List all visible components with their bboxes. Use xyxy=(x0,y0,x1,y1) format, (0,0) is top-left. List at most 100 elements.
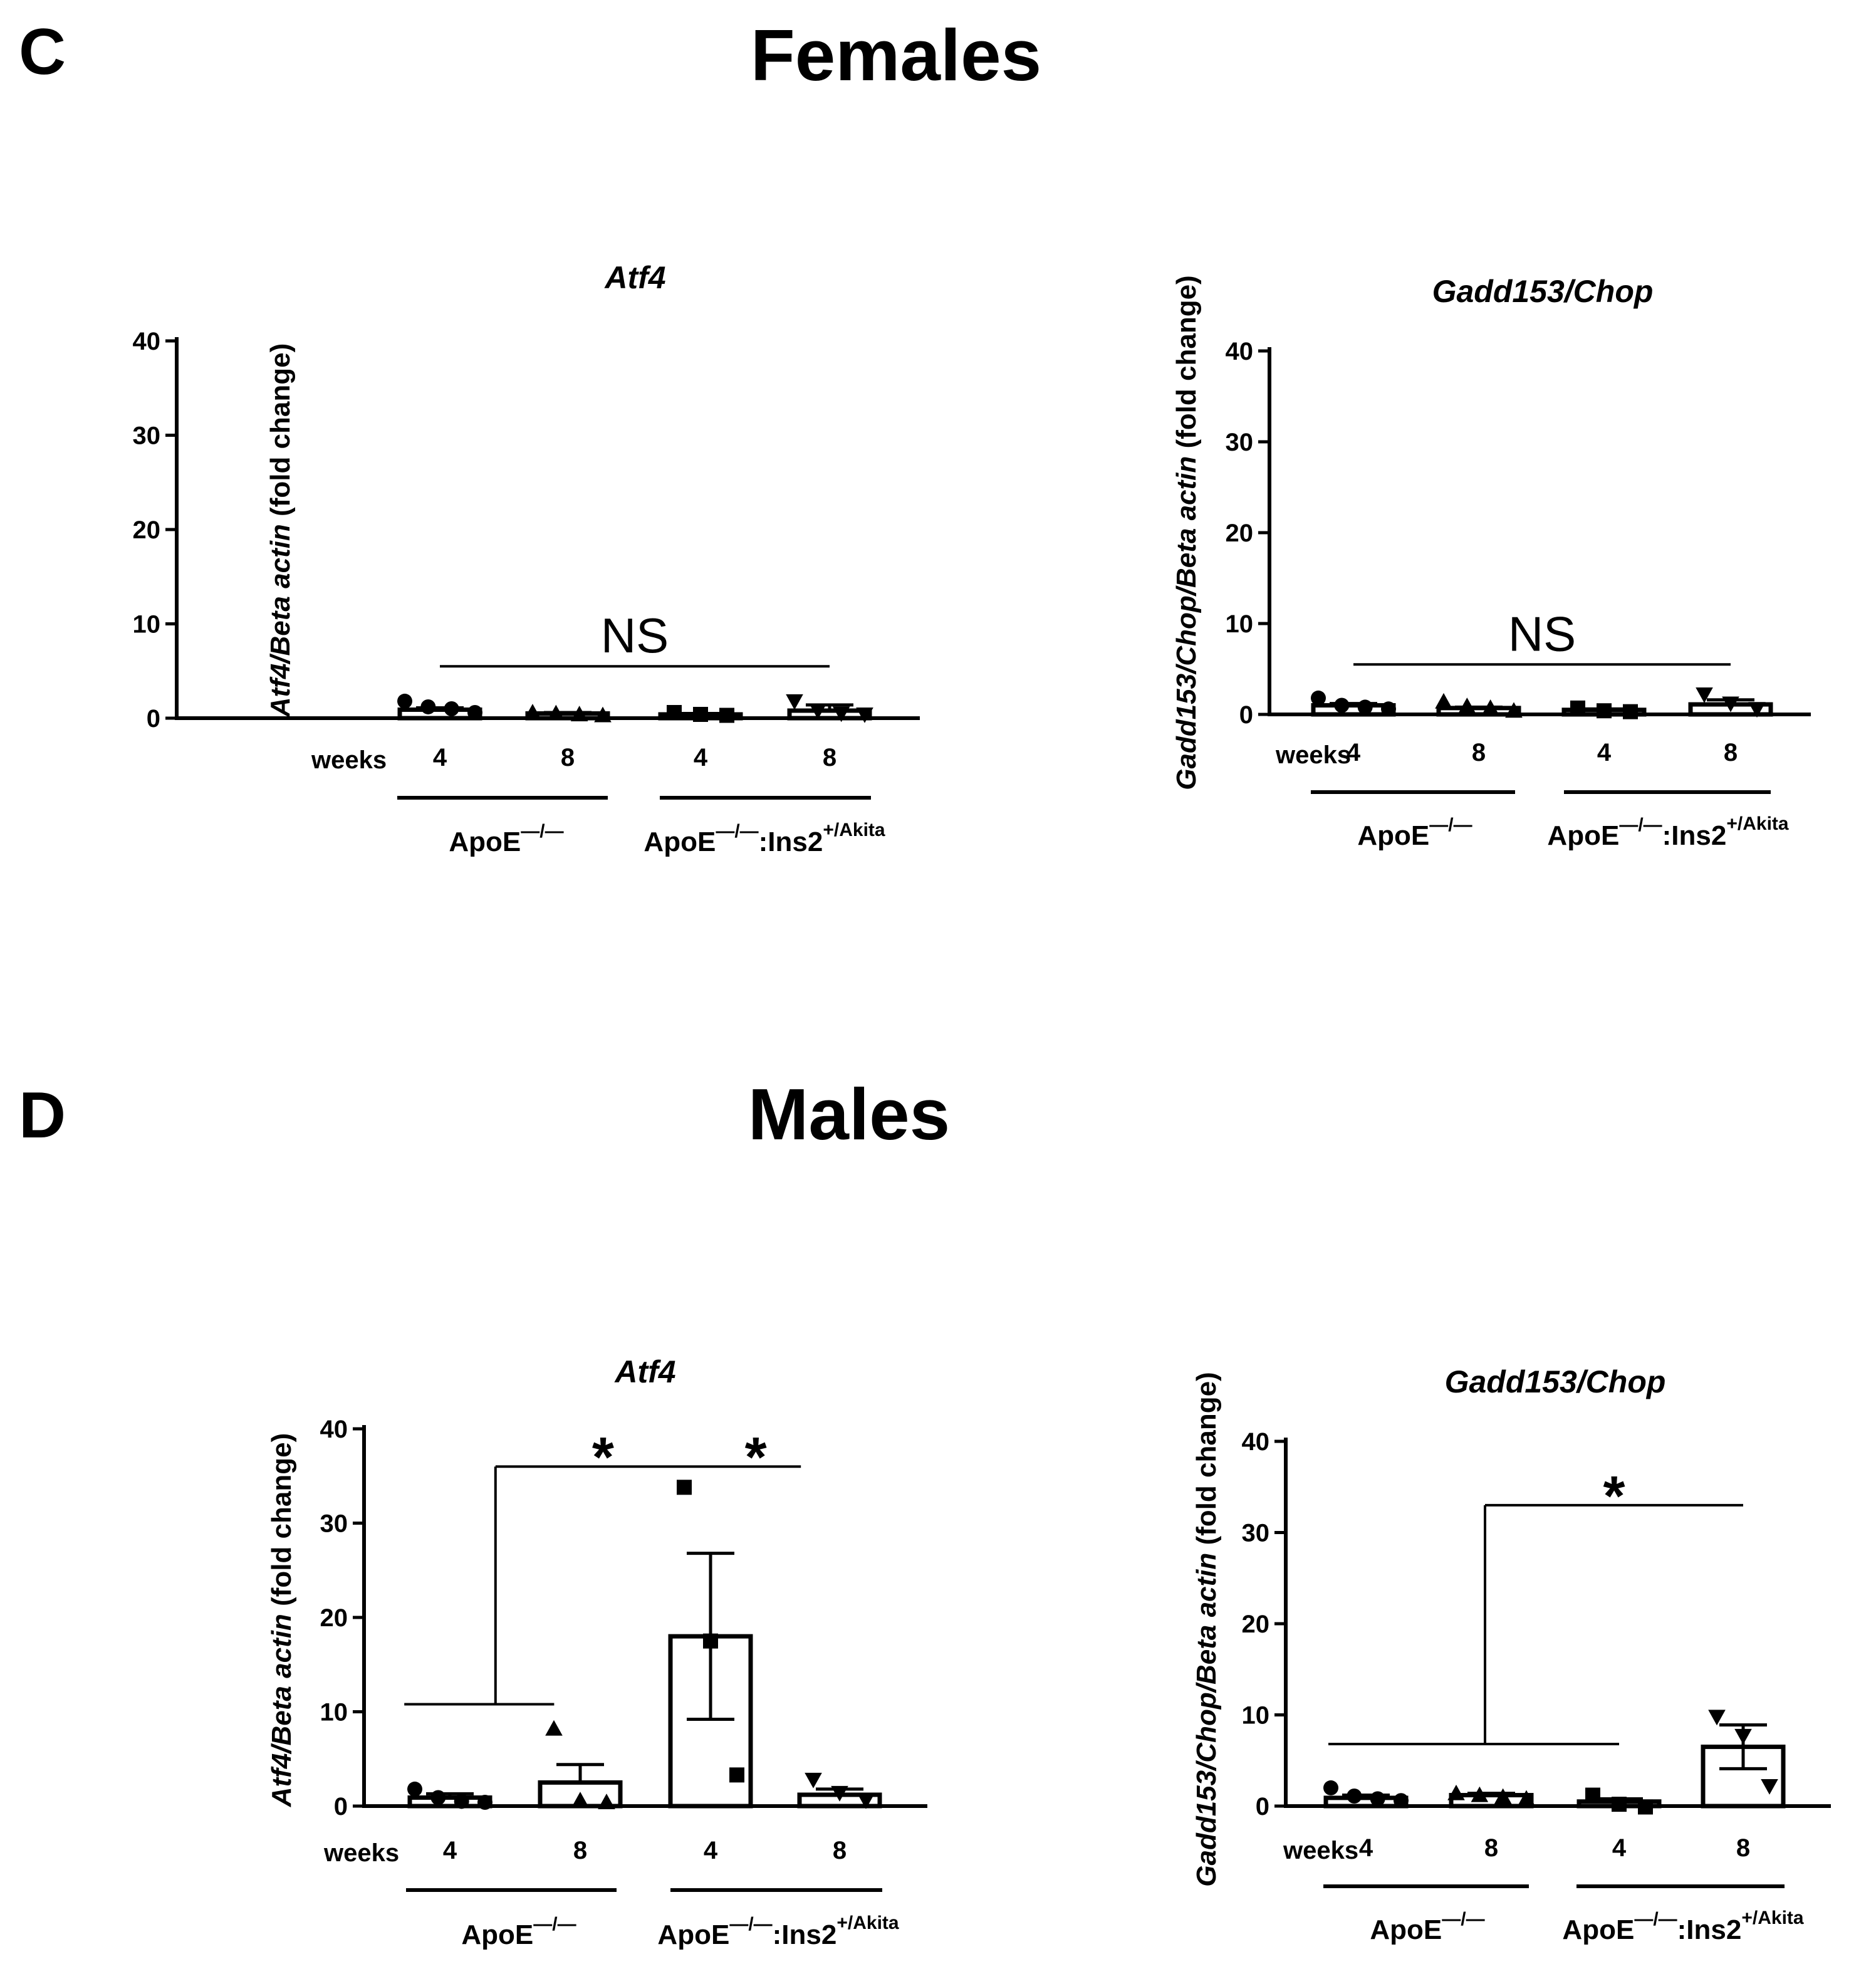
data-point xyxy=(1585,1787,1600,1803)
group-label-sup: —/— xyxy=(1619,815,1662,835)
group-label-suffix: :Ins2 xyxy=(773,1920,837,1950)
group-label-text: ApoE xyxy=(1357,820,1429,851)
data-point xyxy=(1597,703,1612,719)
data-point xyxy=(1471,1786,1489,1802)
data-point xyxy=(856,707,873,723)
data-point xyxy=(786,694,803,710)
y-tick-label: 20 xyxy=(133,516,161,544)
y-tick-label: 10 xyxy=(133,611,161,639)
chart-title: Gadd153/Chop xyxy=(1432,274,1654,309)
y-tick-label: 0 xyxy=(147,705,160,733)
significance-star-label: * xyxy=(745,1426,767,1489)
data-point xyxy=(1748,702,1766,718)
group-label-suffix: :Ins2 xyxy=(1662,820,1727,851)
significance-ns-label: NS xyxy=(1508,606,1576,661)
data-point xyxy=(454,1794,469,1809)
data-point xyxy=(571,1792,589,1808)
group-label-apoe: ApoE—/— xyxy=(1370,1909,1484,1945)
y-axis-label-unit: (fold change) xyxy=(1171,275,1202,456)
data-point xyxy=(729,1767,744,1783)
y-axis-label-gene: Gadd153/Chop/Beta actin xyxy=(1171,456,1202,790)
x-tick-label: 4 xyxy=(1347,739,1361,766)
bar xyxy=(787,708,872,721)
y-tick-label: 20 xyxy=(1242,1611,1270,1638)
group-label-text: ApoE xyxy=(1562,1914,1634,1945)
data-point xyxy=(832,706,850,723)
chart-4: Gadd153/Chop Gadd153/Chop/Beta actin (fol… xyxy=(1191,1364,1831,1945)
y-tick-label: 40 xyxy=(1242,1428,1270,1456)
x-prefix-weeks: weeks xyxy=(323,1839,399,1867)
data-point xyxy=(397,693,412,709)
data-point xyxy=(1761,1779,1778,1795)
data-point xyxy=(1334,697,1350,713)
data-point xyxy=(1435,692,1452,709)
bar xyxy=(1436,706,1521,717)
group-label-apoe-akita: ApoE—/—:Ins2+/Akita xyxy=(657,1913,899,1950)
data-point xyxy=(420,699,436,714)
data-point xyxy=(1638,1799,1653,1815)
data-point xyxy=(1458,697,1476,713)
data-point xyxy=(524,704,541,720)
data-point xyxy=(1311,690,1326,706)
data-point xyxy=(430,1790,446,1805)
group-label-suffix: :Ins2 xyxy=(1677,1914,1742,1945)
group-label-suffix: :Ins2 xyxy=(759,827,823,857)
panel-letter-c: C xyxy=(19,16,66,88)
group-label-text: ApoE xyxy=(644,827,716,857)
x-tick-label: 4 xyxy=(1359,1834,1373,1862)
data-point xyxy=(477,1794,492,1810)
group-label-apoe: ApoE—/— xyxy=(461,1914,576,1950)
y-axis-label: Atf4/Beta actin (fold change) xyxy=(266,1433,297,1808)
x-tick-label: 8 xyxy=(561,744,575,771)
data-point xyxy=(857,1793,875,1809)
data-point xyxy=(594,706,612,723)
x-tick-label: 8 xyxy=(573,1837,587,1864)
chart-title: Atf4 xyxy=(613,1354,675,1389)
x-tick-label: 8 xyxy=(1484,1834,1498,1862)
group-label-sup: —/— xyxy=(729,1914,772,1935)
significance-star-label: * xyxy=(1603,1465,1625,1528)
y-tick-label: 20 xyxy=(320,1604,348,1632)
data-point xyxy=(1623,704,1638,719)
x-prefix-weeks: weeks xyxy=(311,746,387,774)
data-point xyxy=(1734,1728,1752,1745)
data-point xyxy=(547,704,565,721)
group-label-apoe-akita: ApoE—/—:Ins2+/Akita xyxy=(644,820,885,857)
y-tick-label: 30 xyxy=(133,422,161,450)
y-tick-label: 40 xyxy=(1226,338,1254,365)
data-point xyxy=(1347,1788,1362,1804)
group-label-sup: —/— xyxy=(521,821,563,842)
group-label-text: ApoE xyxy=(449,827,521,857)
x-tick-label: 4 xyxy=(443,1837,457,1864)
panel-letter-d: D xyxy=(19,1079,66,1152)
x-tick-label: 8 xyxy=(1736,1834,1750,1862)
significance-star-label: * xyxy=(592,1426,614,1489)
data-point xyxy=(1518,1790,1535,1806)
data-point xyxy=(703,1633,718,1649)
group-label-apoe: ApoE—/— xyxy=(449,821,563,857)
y-axis-label-unit: (fold change) xyxy=(266,1433,297,1614)
data-point xyxy=(1481,699,1499,715)
y-axis-label: Gadd153/Chop/Beta actin (fold change) xyxy=(1171,275,1202,790)
data-point xyxy=(545,1720,563,1736)
group-label-apoe-akita: ApoE—/—:Ins2+/Akita xyxy=(1547,813,1788,851)
data-point xyxy=(1722,696,1739,713)
group-label-text: ApoE xyxy=(461,1920,533,1950)
y-tick-label: 10 xyxy=(320,1699,348,1726)
group-label-suffix-sup: +/Akita xyxy=(836,1913,899,1933)
y-axis-label-unit: (fold change) xyxy=(265,343,296,524)
charts: Atf4 Atf4/Beta actin (fold change) 0 10 20 30… xyxy=(133,260,1831,1950)
x-prefix-weeks: weeks xyxy=(1283,1837,1358,1864)
group-label-sup: —/— xyxy=(716,821,758,842)
data-point xyxy=(1494,1788,1512,1804)
chart-2: Gadd153/Chop Gadd153/Chop/Beta actin (fol… xyxy=(1171,274,1811,851)
x-tick-label: 8 xyxy=(1724,739,1738,766)
data-point xyxy=(1381,701,1396,717)
group-label-text: ApoE xyxy=(1547,820,1619,851)
x-tick-label: 4 xyxy=(704,1837,718,1864)
y-axis-label-gene: Atf4/Beta actin xyxy=(266,1614,297,1807)
group-label-text: ApoE xyxy=(1370,1914,1442,1945)
y-tick-label: 30 xyxy=(320,1510,348,1538)
group-label-apoe-akita: ApoE—/—:Ins2+/Akita xyxy=(1562,1908,1803,1945)
data-point xyxy=(805,1772,822,1789)
